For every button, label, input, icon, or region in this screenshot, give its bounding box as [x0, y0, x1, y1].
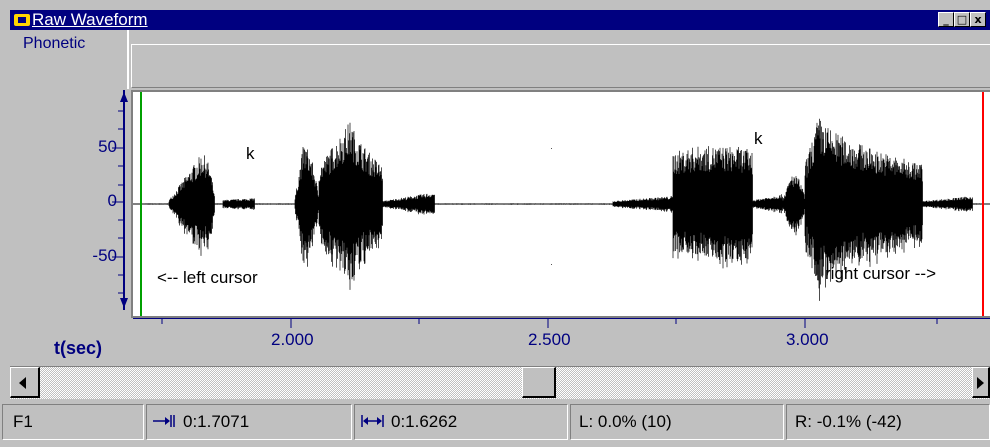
x-tick-label: 2.000 [271, 330, 314, 349]
status-bar: F1 0:1.7071 0:1.6262 L: 0.0% (10) R: -0.… [0, 401, 990, 447]
time-axis-label: t(sec) [54, 338, 103, 358]
close-button[interactable]: x [970, 12, 986, 27]
status-right-level: R: -0.1% (-42) [786, 404, 990, 440]
maximize-button[interactable]: □ [954, 12, 970, 27]
phoneme-label: k [246, 144, 255, 163]
scroll-thumb[interactable] [522, 367, 556, 398]
phonetic-annotation-bar[interactable] [131, 44, 990, 88]
status-selection-length: 0:1.6262 [354, 404, 568, 440]
left-level-value: L: 0.0% (10) [579, 412, 672, 431]
cursor-position-value: 0:1.7071 [183, 412, 250, 431]
plot-dot [551, 148, 552, 149]
x-tick-label: 2.500 [528, 330, 571, 349]
title-bar[interactable]: Raw Waveform _ □ x [10, 10, 990, 30]
left-cursor-label: <-- left cursor [157, 268, 258, 287]
phoneme-label: k [754, 129, 763, 148]
scroll-left-button[interactable] [10, 367, 40, 398]
status-left-level: L: 0.0% (10) [570, 404, 784, 440]
right-cursor-label: right cursor --> [825, 264, 936, 283]
y-axis: 50 0 -50 [12, 90, 132, 316]
minimize-button[interactable]: _ [938, 12, 954, 27]
waveform-trace [142, 118, 981, 301]
cursor-position-icon [153, 406, 177, 439]
window-title: Raw Waveform [32, 10, 148, 29]
waveform-path [142, 118, 981, 301]
x-axis: t(sec) 2.000 2.500 3.000 [12, 318, 990, 360]
arrow-left-icon [19, 377, 26, 389]
y-tick-label: -50 [92, 246, 117, 265]
x-axis-ruler [133, 318, 990, 328]
scroll-right-button[interactable] [972, 367, 990, 398]
selection-length-value: 0:1.6262 [391, 412, 458, 431]
arrow-right-icon [977, 377, 984, 389]
y-tick-label: 50 [98, 137, 117, 156]
waveform-canvas [133, 92, 990, 316]
x-tick-label: 3.000 [786, 330, 829, 349]
plot-dot [551, 264, 552, 265]
horizontal-scrollbar[interactable] [10, 366, 990, 399]
status-key-hint: F1 [2, 404, 144, 440]
status-cursor-position: 0:1.7071 [146, 404, 352, 440]
selection-length-icon [361, 406, 385, 439]
y-tick-label: 0 [107, 191, 117, 210]
phonetic-label: Phonetic [12, 30, 129, 89]
y-axis-ruler [112, 90, 128, 310]
app-icon[interactable] [14, 14, 30, 26]
status-key-text: F1 [13, 412, 33, 431]
waveform-plot[interactable]: k k <-- left cursor right cursor --> [133, 92, 990, 316]
right-level-value: R: -0.1% (-42) [795, 412, 902, 431]
